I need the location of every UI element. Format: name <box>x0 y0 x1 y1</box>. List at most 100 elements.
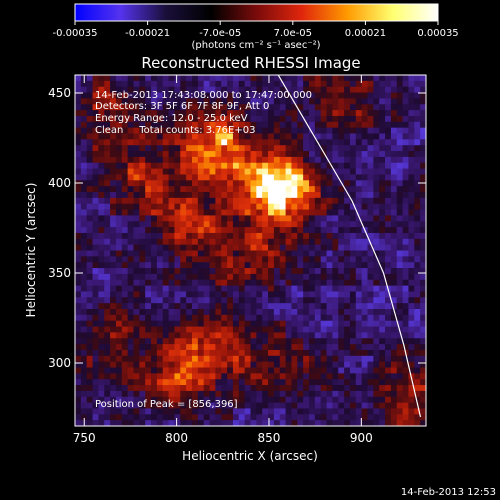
heatmap-cell <box>197 285 205 292</box>
heatmap-cell <box>408 279 415 286</box>
heatmap-cell <box>338 92 345 99</box>
heatmap-cell <box>145 303 152 310</box>
heatmap-cell <box>326 379 333 386</box>
heatmap-cell <box>262 303 269 310</box>
heatmap-cell <box>115 121 123 129</box>
heatmap-cell <box>168 349 175 357</box>
heatmap-cell <box>238 162 246 169</box>
heatmap-cell <box>145 86 152 93</box>
heatmap-cell <box>268 332 275 339</box>
heatmap-cell <box>332 203 339 210</box>
heatmap-cell <box>98 314 105 322</box>
heatmap-cell <box>361 250 368 257</box>
heatmap-cell <box>303 168 310 175</box>
heatmap-cell <box>186 203 193 210</box>
heatmap-cell <box>232 414 240 421</box>
heatmap-cell <box>127 221 134 228</box>
heatmap-cell <box>355 156 363 164</box>
heatmap-cell <box>396 420 403 426</box>
heatmap-cell <box>408 168 415 175</box>
heatmap-cell <box>291 420 298 426</box>
heatmap-cell <box>379 373 386 380</box>
heatmap-cell <box>221 215 228 222</box>
heatmap-cell <box>156 408 164 415</box>
heatmap-cell <box>297 420 304 426</box>
heatmap-cell <box>209 420 216 426</box>
heatmap-cell <box>379 238 386 246</box>
heatmap-cell <box>174 92 181 99</box>
heatmap-cell <box>320 332 327 339</box>
heatmap-cell <box>133 238 140 246</box>
heatmap-cell <box>408 420 415 426</box>
heatmap-cell <box>262 420 269 426</box>
heatmap-cell <box>273 92 281 99</box>
heatmap-cell <box>98 168 105 175</box>
heatmap-cell <box>379 127 386 134</box>
heatmap-cell <box>186 186 193 193</box>
heatmap-cell <box>221 385 228 392</box>
heatmap-cell <box>344 209 351 216</box>
heatmap-cell <box>86 385 93 392</box>
heatmap-cell <box>174 332 181 339</box>
heatmap-cell <box>373 168 380 175</box>
heatmap-cell <box>127 110 134 117</box>
heatmap-cell <box>80 221 88 228</box>
heatmap-cell <box>303 238 310 246</box>
heatmap-cell <box>291 203 298 210</box>
heatmap-cell <box>367 379 374 386</box>
heatmap-cell <box>121 314 129 322</box>
heatmap-cell <box>221 203 228 210</box>
heatmap-cell <box>256 145 263 152</box>
heatmap-cell <box>279 192 286 199</box>
heatmap-cell <box>379 262 386 269</box>
heatmap-cell <box>344 309 351 316</box>
heatmap-cell <box>186 151 193 158</box>
heatmap-cell <box>309 309 316 316</box>
heatmap-cell <box>244 349 251 357</box>
heatmap-cell <box>414 127 421 134</box>
heatmap-cell <box>80 262 88 269</box>
heatmap-cell <box>133 256 140 263</box>
heatmap-cell <box>86 80 93 88</box>
heatmap-cell <box>349 279 357 286</box>
heatmap-cell <box>209 303 216 310</box>
heatmap-cell <box>98 256 105 263</box>
heatmap-cell <box>162 355 169 363</box>
heatmap-cell <box>215 180 222 187</box>
heatmap-cell <box>355 162 363 169</box>
heatmap-cell <box>86 408 93 415</box>
heatmap-cell <box>156 156 164 164</box>
heatmap-cell <box>314 355 322 363</box>
heatmap-cell <box>250 420 257 426</box>
heatmap-cell <box>192 320 199 327</box>
heatmap-cell <box>349 355 357 363</box>
heatmap-cell <box>285 344 292 351</box>
heatmap-cell <box>156 203 164 210</box>
heatmap-cell <box>338 127 345 134</box>
heatmap-cell <box>227 197 234 205</box>
heatmap-cell <box>221 238 228 246</box>
heatmap-cell <box>326 414 333 421</box>
heatmap-cell <box>320 174 327 181</box>
heatmap-cell <box>139 180 146 187</box>
heatmap-cell <box>250 244 257 251</box>
heatmap-cell <box>197 414 205 421</box>
heatmap-cell <box>86 221 93 228</box>
heatmap-cell <box>197 338 205 345</box>
heatmap-cell <box>156 115 164 123</box>
heatmap-cell <box>156 332 164 339</box>
heatmap-cell <box>273 320 281 327</box>
heatmap-cell <box>121 186 129 193</box>
heatmap-cell <box>80 151 88 158</box>
heatmap-cell <box>221 320 228 327</box>
heatmap-cell <box>314 110 322 117</box>
heatmap-cell <box>390 244 398 251</box>
heatmap-cell <box>180 156 187 164</box>
heatmap-cell <box>314 151 322 158</box>
heatmap-cell <box>355 232 363 240</box>
heatmap-cell <box>250 80 257 88</box>
heatmap-cell <box>332 420 339 426</box>
heatmap-cell <box>349 86 357 93</box>
heatmap-cell <box>250 338 257 345</box>
heatmap-cell <box>174 151 181 158</box>
